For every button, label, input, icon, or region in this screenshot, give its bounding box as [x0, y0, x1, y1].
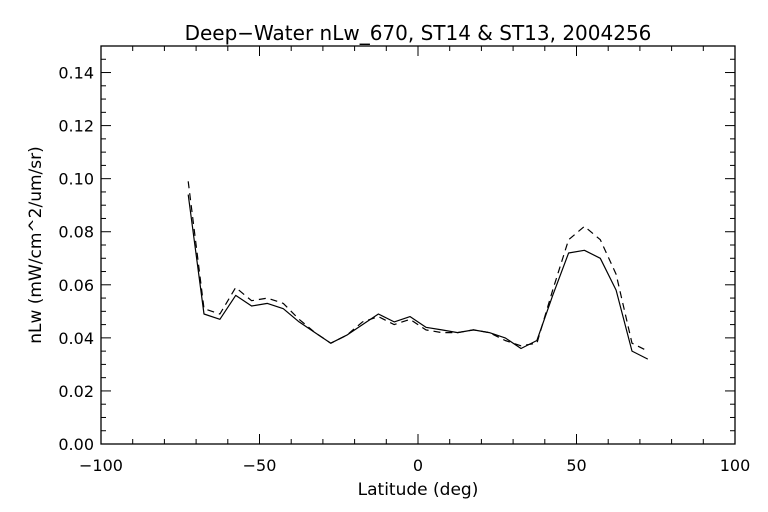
- x-tick-label: 100: [720, 456, 751, 475]
- x-tick-label: 50: [566, 456, 586, 475]
- series-line-solid: [187, 194, 649, 360]
- y-tick-label: 0.06: [58, 276, 94, 295]
- y-tick-label: 0.14: [58, 64, 94, 83]
- y-axis-label: nLw (mW/cm^2/um/sr): [26, 146, 46, 344]
- y-tick-label: 0.00: [58, 435, 94, 454]
- chart-title: Deep−Water nLw_670, ST14 & ST13, 2004256: [185, 21, 652, 45]
- y-tick-label: 0.08: [58, 223, 94, 242]
- y-tick-label: 0.10: [58, 170, 94, 189]
- x-tick-label: −100: [79, 456, 123, 475]
- x-axis-label: Latitude (deg): [358, 480, 479, 500]
- y-tick-label: 0.04: [58, 329, 94, 348]
- x-tick-label: 0: [413, 456, 423, 475]
- y-tick-label: 0.02: [58, 382, 94, 401]
- x-tick-label: −50: [243, 456, 277, 475]
- y-tick-label: 0.12: [58, 117, 94, 136]
- series-line-dashed: [187, 181, 649, 352]
